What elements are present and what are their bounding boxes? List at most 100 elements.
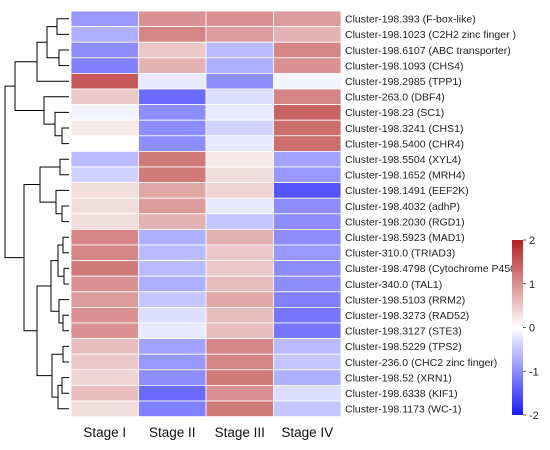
- heatmap-cell: [205, 213, 274, 230]
- heatmap-cell: [205, 104, 274, 121]
- heatmap-cell: [273, 10, 342, 28]
- row-label: Cluster-198.5400 (CHR4): [345, 138, 464, 150]
- heatmap-cell: [70, 291, 139, 308]
- heatmap-cell: [205, 88, 274, 106]
- heatmap-cell: [273, 369, 342, 386]
- heatmap-cell: [70, 384, 139, 402]
- heatmap-cell: [138, 41, 207, 59]
- row-label: Cluster-310.0 (TRIAD3): [345, 248, 455, 260]
- row-label: Cluster-198.1093 (CHS4): [345, 60, 463, 72]
- dendrogram-branch: [62, 345, 69, 363]
- heatmap-cell: [138, 135, 207, 152]
- row-label: Cluster-198.52 (XRN1): [345, 372, 452, 384]
- heatmap-cell: [138, 322, 207, 340]
- heatmap-cell: [70, 26, 139, 43]
- heatmap-cell: [205, 338, 274, 355]
- color-bar-tick-label: 1: [529, 279, 535, 291]
- heatmap-cell: [205, 57, 274, 74]
- heatmap-cell: [273, 353, 342, 371]
- column-label: Stage III: [215, 425, 265, 440]
- heatmap-cell: [70, 306, 139, 324]
- heatmap-cell: [273, 400, 342, 418]
- heatmap-cell: [70, 353, 139, 371]
- heatmap-cell: [273, 41, 342, 59]
- heatmap-cell: [138, 260, 207, 277]
- row-label: Cluster-198.393 (F-box-like): [345, 14, 476, 26]
- heatmap-cell: [138, 228, 207, 246]
- heatmap-cell: [138, 26, 207, 43]
- row-labels: Cluster-198.393 (F-box-like) Cluster-198.…: [345, 14, 520, 416]
- heatmap-cell: [70, 322, 139, 340]
- heatmap-cell: [70, 135, 139, 152]
- heatmap-cell: [70, 182, 139, 199]
- heatmap-cell: [70, 213, 139, 230]
- heatmap-cell: [205, 369, 274, 386]
- heatmap-cell: [273, 291, 342, 308]
- heatmap-cell: [273, 306, 342, 324]
- heatmap-cell: [273, 244, 342, 262]
- heatmap-cell: [205, 275, 274, 293]
- heatmap-cell: [205, 291, 274, 308]
- column-label: Stage IV: [281, 425, 333, 440]
- heatmap-cell: [70, 400, 139, 418]
- heatmap-cell: [70, 57, 139, 74]
- dendrogram-branch: [43, 96, 69, 125]
- row-label: Cluster-198.5504 (XYL4): [345, 154, 461, 166]
- row-label: Cluster-198.5229 (TPS2): [345, 341, 462, 353]
- heatmap-cell: [205, 26, 274, 43]
- heatmap-cell: [205, 41, 274, 59]
- heatmap-cell: [70, 73, 139, 90]
- row-label: Cluster-198.3241 (CHS1): [345, 123, 463, 135]
- heatmap-cell: [138, 104, 207, 121]
- row-label: Cluster-198.3127 (STE3): [345, 326, 462, 338]
- heatmap-cell: [205, 166, 274, 184]
- heatmap-cell: [205, 228, 274, 246]
- dendrogram-branch: [62, 314, 69, 332]
- heatmap-cell: [273, 182, 342, 199]
- row-label: Cluster-198.6338 (KIF1): [345, 388, 458, 400]
- dendrogram-branch: [62, 236, 69, 254]
- heatmap-cell: [273, 150, 342, 168]
- heatmap-cell: [205, 10, 274, 28]
- heatmap-cell: [205, 135, 274, 152]
- heatmap-cells: [70, 10, 342, 418]
- heatmap-cell: [205, 150, 274, 168]
- dendrogram-branch: [61, 377, 69, 394]
- row-label: Cluster-198.1173 (WC-1): [345, 404, 462, 416]
- heatmap-cell: [70, 41, 139, 59]
- heatmap-cell: [273, 197, 342, 215]
- heatmap-cell: [273, 228, 342, 246]
- color-bar-gradient: [512, 240, 523, 415]
- heatmap-cell: [138, 369, 207, 386]
- heatmap-cell: [205, 119, 274, 137]
- column-label: Stage I: [83, 425, 126, 440]
- heatmap-cell: [273, 213, 342, 230]
- heatmap-cell: [205, 244, 274, 262]
- heatmap-cell: [273, 26, 342, 43]
- heatmap-cell: [70, 260, 139, 277]
- row-label: Cluster-198.4798 (Cytochrome P450): [345, 263, 520, 275]
- heatmap-cell: [138, 353, 207, 371]
- heatmap-cell: [205, 322, 274, 340]
- heatmap-cell: [138, 213, 207, 230]
- row-label: Cluster-198.4032 (adhP): [345, 201, 460, 213]
- heatmap-cell: [138, 244, 207, 262]
- color-bar-tick-label: -2: [529, 410, 539, 422]
- heatmap-cell: [138, 338, 207, 355]
- heatmap-cell: [70, 228, 139, 246]
- heatmap-cell: [273, 384, 342, 402]
- dendrogram-branch: [58, 49, 69, 67]
- dendrogram-branch: [57, 384, 69, 410]
- heatmap-cell: [70, 166, 139, 184]
- heatmap-cell: [273, 73, 342, 90]
- heatmap-cell: [138, 384, 207, 402]
- heatmap-cell: [138, 57, 207, 74]
- heatmap-cell: [138, 150, 207, 168]
- row-label: Cluster-198.3273 (RAD52): [345, 310, 469, 322]
- dendrogram-branch: [59, 158, 69, 176]
- heatmap-cell: [138, 400, 207, 418]
- heatmap-cell: [70, 119, 139, 137]
- color-bar-tick-label: -1: [529, 366, 539, 378]
- row-label: Cluster-198.5103 (RRM2): [345, 294, 465, 306]
